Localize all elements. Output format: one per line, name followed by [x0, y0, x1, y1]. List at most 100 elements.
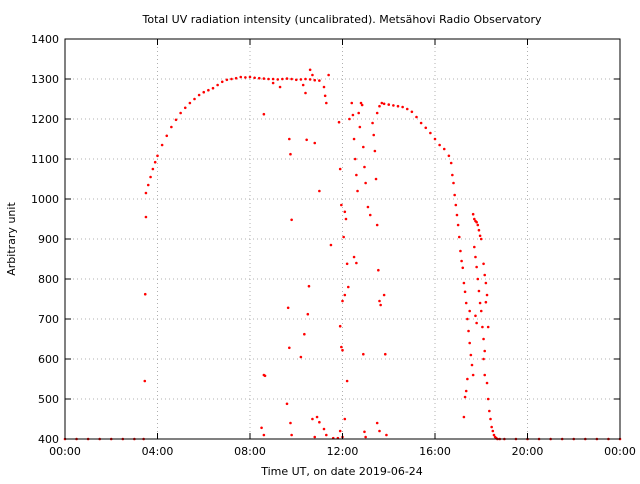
data-point [455, 213, 459, 217]
data-point [452, 181, 455, 185]
data-point [290, 218, 293, 222]
data-point [322, 85, 326, 89]
y-tick-label: 1300 [31, 73, 59, 86]
data-point [477, 228, 481, 232]
data-point [322, 427, 326, 431]
data-point [382, 293, 386, 297]
data-point [424, 126, 428, 130]
y-tick-label: 1000 [31, 193, 59, 206]
data-point [341, 299, 344, 303]
data-point [462, 415, 466, 419]
data-point [338, 324, 342, 328]
data-point [346, 285, 350, 289]
data-point [352, 255, 356, 259]
data-point [464, 301, 468, 305]
data-point [207, 88, 210, 92]
data-point [179, 111, 182, 115]
data-point [478, 234, 482, 238]
data-point [353, 157, 357, 161]
data-point [216, 83, 219, 87]
data-point [433, 137, 437, 141]
data-point [382, 102, 386, 106]
data-point [363, 165, 366, 169]
data-point [462, 281, 466, 285]
data-point [344, 217, 348, 221]
data-points [63, 68, 622, 441]
y-tick-label: 700 [38, 313, 59, 326]
data-point [288, 346, 291, 350]
data-point [338, 429, 342, 433]
data-point [143, 379, 147, 383]
y-tick-label: 1100 [31, 153, 59, 166]
data-point [482, 357, 485, 361]
data-point [396, 104, 400, 108]
data-point [267, 77, 270, 81]
data-point [459, 249, 462, 253]
data-point [290, 433, 293, 437]
data-point [285, 77, 289, 80]
data-point [345, 379, 349, 383]
data-point [146, 183, 150, 187]
data-point [311, 73, 314, 77]
grid-lines [64, 38, 621, 440]
data-point [305, 138, 308, 142]
data-point [341, 348, 344, 352]
data-point [471, 212, 475, 216]
data-point [234, 76, 238, 80]
data-point [355, 173, 358, 177]
data-point [453, 193, 456, 197]
data-point [488, 409, 491, 413]
y-tick-label: 1200 [31, 113, 59, 126]
data-point [471, 373, 475, 377]
data-point [318, 420, 321, 424]
data-point [372, 133, 376, 137]
data-point [149, 175, 152, 179]
data-point [467, 329, 470, 333]
data-point [378, 104, 381, 108]
data-point [343, 210, 347, 214]
y-tick-label: 400 [38, 433, 59, 446]
data-point [477, 289, 481, 293]
y-tick-label: 900 [38, 233, 59, 246]
data-point [188, 101, 192, 105]
data-point [486, 325, 490, 329]
x-axis-label: Time UT, on date 2019-06-24 [260, 465, 423, 478]
data-point [289, 152, 292, 156]
data-point [193, 97, 196, 101]
data-point [385, 433, 388, 437]
data-point [375, 421, 379, 425]
data-point [476, 223, 480, 227]
data-point [364, 435, 367, 439]
data-point [350, 101, 354, 105]
data-point [307, 284, 311, 288]
chart-title: Total UV radiation intensity (uncalibrat… [142, 13, 542, 26]
x-axis-tick-labels: 00:00 04:00 08:00 12:00 16:00 20:00 00:00 [49, 445, 636, 458]
data-point [473, 217, 476, 221]
data-point [358, 125, 362, 129]
x-tick-label: 08:00 [234, 445, 266, 458]
data-point [405, 107, 409, 111]
data-point [338, 167, 342, 171]
data-point [301, 83, 305, 87]
data-point [474, 314, 477, 318]
axis-ticks [64, 38, 621, 440]
data-point [257, 76, 261, 80]
data-point [325, 433, 328, 437]
y-tick-label: 600 [38, 353, 59, 366]
data-point [429, 131, 432, 135]
data-point [456, 223, 460, 227]
data-point [327, 73, 330, 77]
y-axis-label: Arbitrary unit [5, 202, 18, 276]
data-point [374, 177, 378, 181]
data-point [220, 80, 224, 84]
data-point [479, 237, 483, 241]
data-point [359, 101, 363, 105]
data-point [364, 181, 367, 185]
data-point [371, 121, 374, 125]
data-point [355, 261, 358, 265]
data-point [340, 203, 343, 207]
data-point [318, 189, 321, 193]
y-tick-label: 800 [38, 273, 59, 286]
data-point [379, 303, 382, 307]
data-point [211, 86, 215, 90]
